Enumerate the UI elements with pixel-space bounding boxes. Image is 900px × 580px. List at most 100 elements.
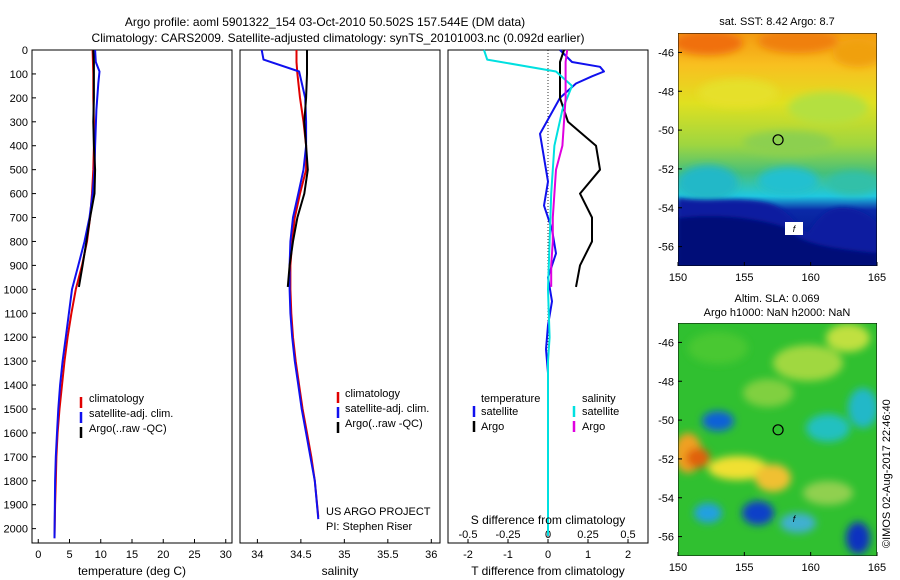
depth-tick-label: 100 [10,69,28,81]
sla-map-y-tick-label: -52 [658,454,674,466]
salinity-legend-climatology: climatology [345,388,401,400]
sst-map-y-tick-label: -54 [658,203,674,215]
depth-tick-label: 1700 [4,452,28,464]
temperature-legend-satellite: satellite-adj. clim. [89,408,173,420]
salinity-legend-satellite: satellite-adj. clim. [345,403,429,415]
sst-map-y-tick-label: -52 [658,164,674,176]
temperature-legend-climatology: climatology [89,393,145,405]
sla-map-x-tick-label: 165 [868,562,886,574]
depth-tick-label: 800 [10,236,28,248]
sst-map-title: sat. SST: 8.42 Argo: 8.7 [719,16,835,28]
difference-legend: temperature satellite Argo salinity sate… [472,393,619,433]
credit-text: ©IMOS 02-Aug-2017 22:46:40 [881,399,893,548]
sla-map-y-tick-label: -50 [658,415,674,427]
sst-map-float-mark: f [793,224,797,234]
salinity-legend: climatology satellite-adj. clim. Argo(..… [336,388,429,433]
sst-map-x-tick-label: 160 [801,272,819,284]
x-tick-label: 0 [35,549,41,561]
depth-tick-label: 1200 [4,332,28,344]
depth-tick-label: 1800 [4,476,28,488]
sst-map: sat. SST: 8.42 Argo: 8.7 [658,16,886,284]
depth-tick-label: 0 [22,45,28,57]
temperature-satellite-line [53,49,101,539]
depth-tick-label: 900 [10,260,28,272]
x-tick-label: 5 [66,549,72,561]
temperature-legend: climatology satellite-adj. clim. Argo(..… [79,393,173,438]
sla-map-y-tick-label: -54 [658,493,674,505]
sst-map-float-marker [772,134,784,146]
x-tick-label: 1 [585,549,591,561]
salinity-xlabel: salinity [322,564,359,578]
depth-tick-label: 200 [10,93,28,105]
s-diff-satellite-line [483,49,573,536]
salinity-panel: 34 34.5 35 35.5 36 salinity climatology sate… [239,49,441,578]
x-tick-label: 0.5 [620,529,635,541]
x-tick-label: 34.5 [290,549,311,561]
legend-heading-salinity: salinity [582,393,616,405]
x-tick-label: 34 [251,549,263,561]
legend-t-argo: Argo [481,421,504,433]
sla-map-float-mark: f [793,514,797,524]
x-tick-label: 2 [625,549,631,561]
sla-map-title-line2: Argo h1000: NaN h2000: NaN [704,307,851,319]
depth-tick-label: 2000 [4,524,28,536]
depth-tick-label: 1600 [4,428,28,440]
legend-t-satellite: satellite [481,406,518,418]
sst-map-x-tick-label: 155 [735,272,753,284]
depth-tick-label: 300 [10,117,28,129]
x-tick-label: 0.25 [577,529,598,541]
sla-map-float-marker [772,424,784,436]
x-tick-label: 35 [338,549,350,561]
depth-tick-label: 1000 [4,284,28,296]
x-tick-label: 25 [188,549,200,561]
temperature-argo-line [77,49,97,288]
difference-xlabel-t: T difference from climatology [471,564,625,578]
sst-map-label-box [785,222,803,235]
legend-heading-temperature: temperature [481,393,540,405]
figure-title-line1: Argo profile: aoml 5901322_154 03-Oct-20… [125,15,525,29]
temperature-xlabel: temperature (deg C) [78,564,186,578]
x-tick-label: -2 [463,549,473,561]
temperature-legend-argo: Argo(..raw -QC) [89,423,167,435]
sst-map-x-tick-label: 150 [669,272,687,284]
sst-map-y-tick-label: -48 [658,86,674,98]
depth-tick-label: 700 [10,213,28,225]
x-tick-label: -1 [503,549,513,561]
x-tick-label: -0.25 [495,529,520,541]
depth-tick-label: 1100 [4,308,28,320]
salinity-argo-line [286,50,309,287]
legend-s-argo: Argo [582,421,605,433]
s-diff-argo-line [550,49,569,287]
sst-map-y-tick-label: -56 [658,242,674,254]
pi-annotation: PI: Stephen Riser [326,521,413,533]
x-tick-label: 15 [126,549,138,561]
depth-tick-label: 1500 [4,404,28,416]
difference-panel: -2 -1 0 1 2 -0.5 -0.25 0 0.25 0.5 T difference f… [447,49,649,578]
sst-map-y-tick-label: -50 [658,125,674,137]
difference-xlabel-s: S difference from climatology [471,513,626,527]
x-tick-label: 20 [157,549,169,561]
t-diff-argo-line [559,49,601,288]
depth-tick-label: 1900 [4,500,28,512]
depth-tick-label: 500 [10,165,28,177]
legend-s-satellite: satellite [582,406,619,418]
sla-map-x-tick-label: 150 [669,562,687,574]
x-tick-label: 35.5 [377,549,398,561]
sla-map-x-tick-label: 155 [735,562,753,574]
temperature-panel: 0100200300400500600700800900100011001200… [4,45,233,578]
salinity-legend-argo: Argo(..raw -QC) [345,418,423,430]
figure-title-line2: Climatology: CARS2009. Satellite-adjuste… [92,31,585,45]
x-tick-label: -0.5 [459,529,478,541]
sst-map-y-tick-label: -46 [658,47,674,59]
x-tick-label: 36 [425,549,437,561]
x-tick-label: 10 [95,549,107,561]
depth-tick-label: 1400 [4,380,28,392]
sla-map-y-tick-label: -48 [658,376,674,388]
x-tick-label: 30 [220,549,232,561]
x-tick-label: 0 [545,549,551,561]
sla-map-title-line1: Altim. SLA: 0.069 [735,293,820,305]
sla-map-y-tick-label: -46 [658,337,674,349]
sla-map-y-tick-label: -56 [658,532,674,544]
depth-tick-label: 1300 [4,356,28,368]
